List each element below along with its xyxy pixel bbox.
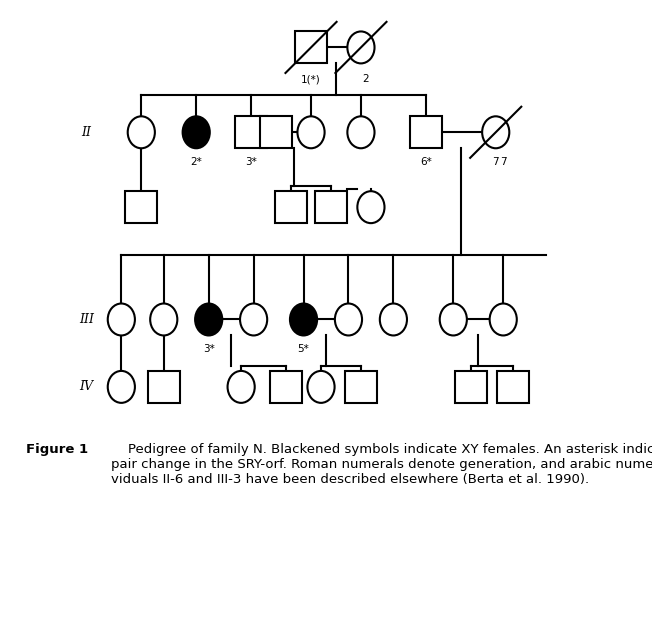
Bar [410,116,442,149]
Text: IV: IV [80,381,93,393]
Ellipse shape [297,116,325,149]
Ellipse shape [482,116,509,149]
Ellipse shape [380,303,407,336]
Bar [315,191,347,223]
Bar [295,31,327,64]
Text: 2*: 2* [190,157,202,167]
Bar [260,116,292,149]
Text: II: II [82,126,91,139]
Ellipse shape [108,371,135,403]
Text: 1(*): 1(*) [301,74,321,84]
Bar [235,116,267,149]
Text: III: III [79,313,94,326]
Ellipse shape [357,191,385,223]
Ellipse shape [183,116,210,149]
Text: Figure 1: Figure 1 [26,443,88,456]
Text: 7: 7 [492,157,499,167]
Ellipse shape [195,303,222,336]
Ellipse shape [348,116,374,149]
Bar [345,371,377,403]
Ellipse shape [335,303,362,336]
Ellipse shape [228,371,255,403]
Text: Pedigree of family N. Blackened symbols indicate XY females. An asterisk indicat: Pedigree of family N. Blackened symbols … [111,443,652,486]
Text: 7: 7 [500,157,507,167]
Ellipse shape [348,31,374,64]
Ellipse shape [439,303,467,336]
Ellipse shape [490,303,517,336]
Bar [275,191,307,223]
Ellipse shape [150,303,177,336]
Text: 6*: 6* [420,157,432,167]
Text: 3*: 3* [245,157,257,167]
Ellipse shape [308,371,334,403]
Bar [125,191,157,223]
Bar [270,371,302,403]
Text: 3*: 3* [203,344,215,354]
Bar [148,371,180,403]
Ellipse shape [290,303,317,336]
Ellipse shape [240,303,267,336]
Bar [455,371,487,403]
Text: 2: 2 [363,74,369,84]
Ellipse shape [108,303,135,336]
Ellipse shape [128,116,155,149]
Text: 5*: 5* [298,344,310,354]
Bar [497,371,529,403]
